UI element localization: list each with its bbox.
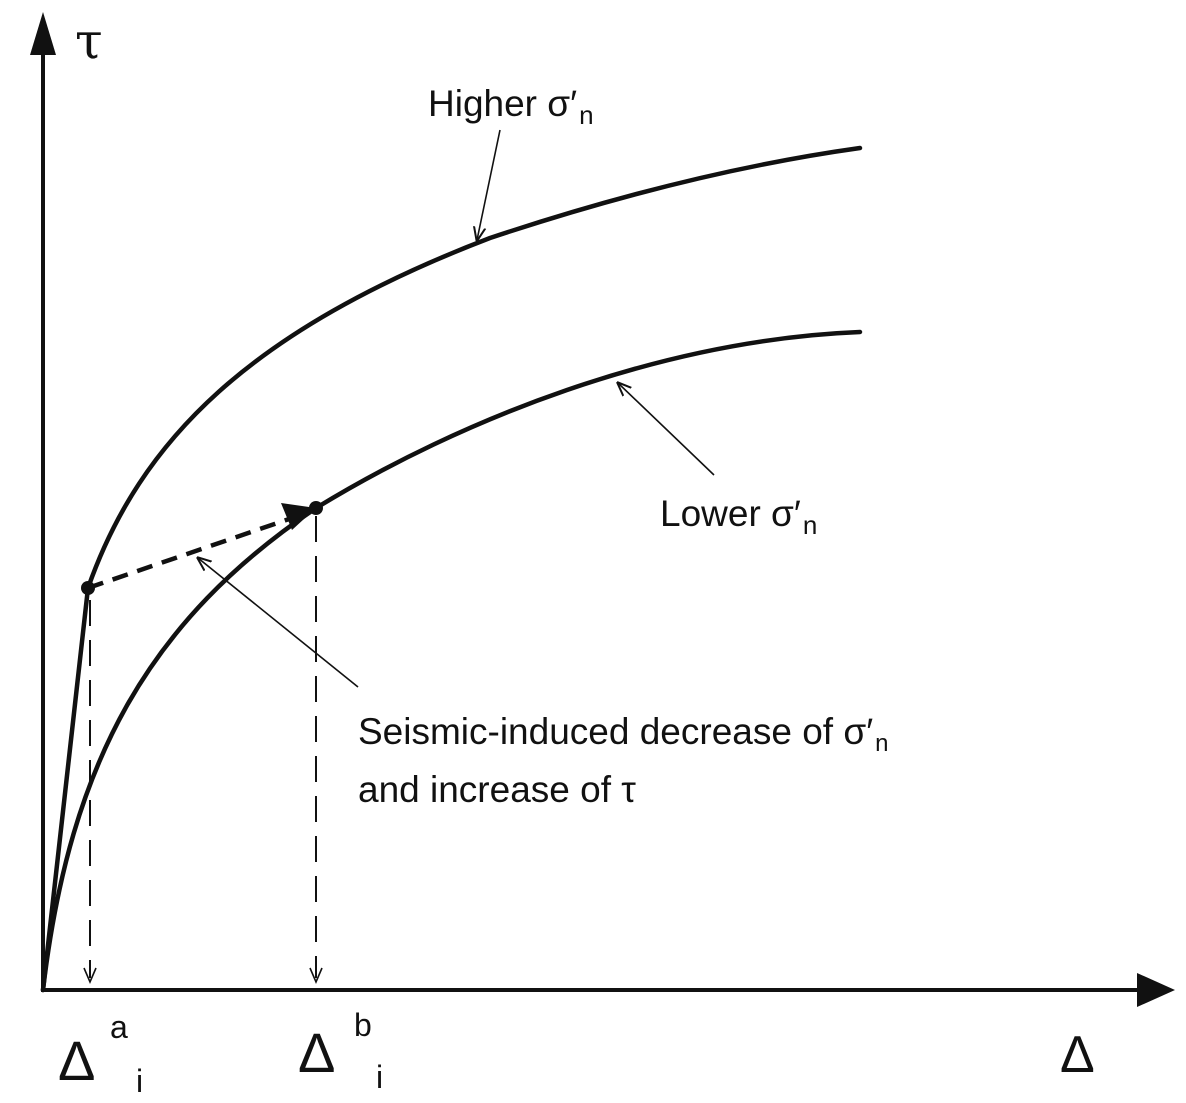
tick-label-a: Δ a i [58,1009,143,1099]
higher-curve-label: Higher σ′n [428,83,594,130]
lower-curve-label-sub: n [803,510,817,540]
tick-a-base: Δ [58,1029,95,1092]
higher-normal-stress-curve [40,145,863,993]
x-axis-arrowhead [1137,973,1175,1007]
annotation-line-1: Seismic-induced decrease of σ′n [358,711,889,757]
tick-a-sub: i [136,1063,143,1099]
tick-b-base: Δ [298,1021,335,1084]
y-axis-label: τ [75,12,103,70]
tick-label-b: Δ b i [298,1007,383,1095]
higher-curve-label-sub: n [579,100,593,130]
annotation-line-2: and increase of τ [358,769,636,810]
higher-curve-label-main: Higher σ′ [428,83,577,124]
annotation-leader [198,558,359,688]
lower-curve-label: Lower σ′n [660,493,817,540]
higher-label-leader [477,129,501,240]
tick-b-sup: b [354,1007,372,1043]
lower-curve-label-main: Lower σ′ [660,493,801,534]
transition-arrowhead [281,503,316,530]
lower-label-leader [618,383,715,476]
point-b [309,501,323,515]
annotation-line-1-main: Seismic-induced decrease of σ′ [358,711,873,752]
point-a [81,581,95,595]
y-axis-arrowhead [30,12,56,55]
tick-a-sup: a [110,1009,128,1045]
projection-a-arrowhead [83,967,97,985]
axes [30,12,1175,1007]
projection-b-arrowhead [309,967,323,985]
x-axis-label: Δ [1060,1026,1095,1084]
lower-normal-stress-curve [40,329,863,993]
transition-dashed-path [87,515,293,591]
tick-b-sub: i [376,1059,383,1095]
annotation-line-1-sub: n [875,730,888,757]
